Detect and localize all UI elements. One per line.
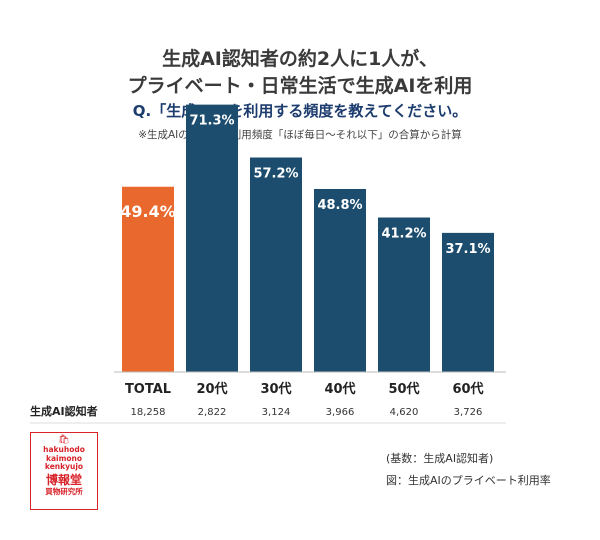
bar-0	[122, 186, 174, 372]
bar-value-label-0: 49.4%	[120, 202, 176, 221]
figure-caption: 図：生成AIのプライベート利用率	[386, 474, 551, 487]
sample-count-0: 18,258	[131, 407, 166, 418]
category-label-1: 20代	[196, 381, 227, 397]
logo-latin-2: kaimono	[45, 453, 83, 463]
hakuhodo-logo: 🛍 hakuhodo kaimono kenkyujo 博報堂 買物研究所	[30, 432, 98, 510]
base-note: (基数：生成AI認知者)	[386, 452, 494, 465]
bar-2	[250, 157, 302, 372]
bar-chart: 49.4% TOTAL 18,258 71.3% 20代 2,822 57.2% 30代 3,1…	[30, 104, 506, 424]
logo-sub: 買物研究所	[45, 486, 83, 496]
sample-count-3: 3,966	[326, 407, 355, 418]
logo-latin-3: kenkyujo	[44, 462, 84, 471]
bar-value-label-3: 48.8%	[317, 198, 362, 213]
category-label-0: TOTAL	[125, 382, 171, 397]
sample-row-label: 生成AI認知者	[30, 404, 98, 418]
bar-4	[378, 217, 430, 372]
logo-latin-1: hakuhodo	[43, 445, 85, 454]
bar-3	[314, 189, 366, 372]
sample-count-5: 3,726	[454, 407, 483, 418]
category-label-2: 30代	[260, 381, 291, 397]
bar-value-label-4: 41.2%	[381, 227, 426, 242]
shopping-bag-icon: 🛍	[58, 435, 70, 445]
chart-title-line2: プライベート・日常生活で生成AIを利用	[127, 75, 473, 97]
bar-5	[442, 232, 494, 372]
sample-count-4: 4,620	[390, 407, 419, 418]
sample-count-1: 2,822	[198, 407, 227, 418]
category-label-4: 50代	[388, 381, 419, 397]
bar-1	[186, 104, 238, 372]
sample-count-2: 3,124	[262, 407, 291, 418]
bar-value-label-5: 37.1%	[445, 242, 490, 257]
logo-jp: 博報堂	[45, 472, 82, 487]
bar-value-label-1: 71.3%	[189, 114, 234, 129]
category-label-3: 40代	[324, 381, 355, 397]
bar-value-label-2: 57.2%	[253, 167, 298, 182]
chart-title-line1: 生成AI認知者の約2人に1人が、	[162, 48, 438, 70]
category-label-5: 60代	[452, 381, 483, 397]
